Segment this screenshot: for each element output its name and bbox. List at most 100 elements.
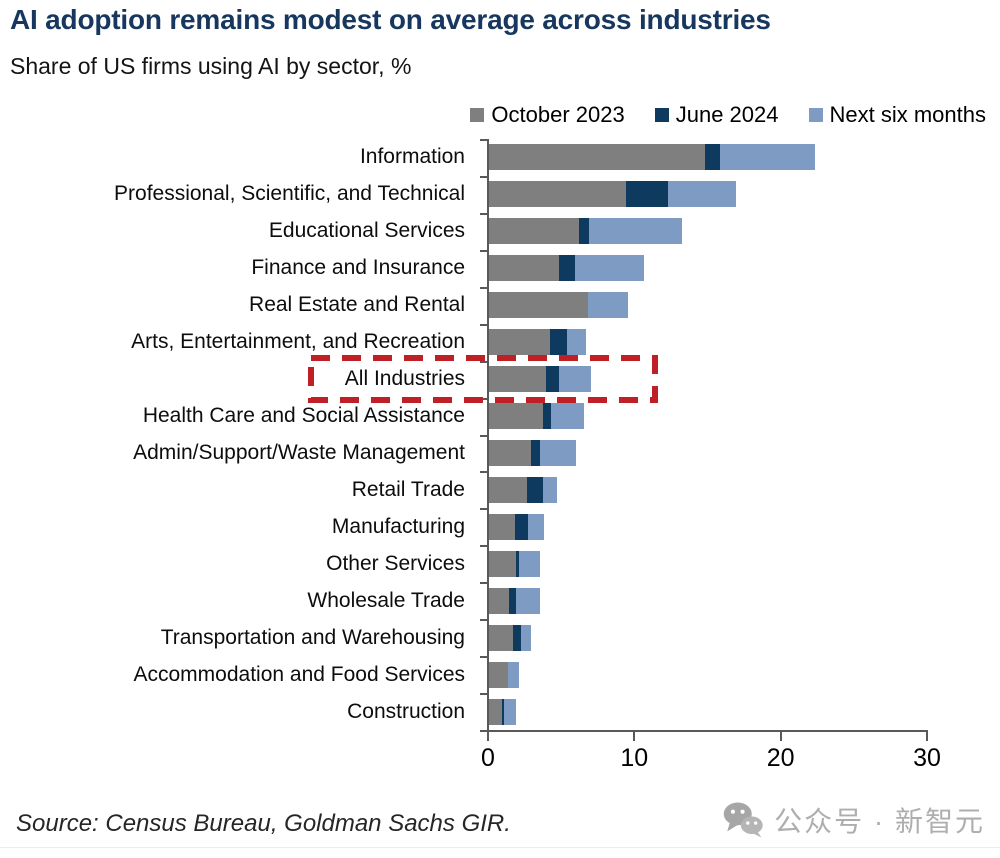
bar-segment-october-2023 xyxy=(487,403,543,430)
stacked-bar xyxy=(487,292,628,319)
stacked-bar xyxy=(487,550,540,577)
x-axis-tick xyxy=(633,730,636,741)
bar-segment-june-2024 xyxy=(513,624,521,651)
y-axis-tick xyxy=(480,656,487,659)
stacked-bar xyxy=(487,144,815,171)
watermark: 公众号 · 新智元 xyxy=(722,800,985,840)
bar-row: Finance and Insurance xyxy=(0,250,1000,287)
legend-swatch xyxy=(654,108,669,122)
bar-segment-october-2023 xyxy=(487,255,559,282)
bar-row: Professional, Scientific, and Technical xyxy=(0,176,1000,213)
category-label: Health Care and Social Assistance xyxy=(142,404,465,428)
stacked-bar xyxy=(487,403,584,430)
bar-segment-next-six-months xyxy=(539,439,577,466)
category-label: Manufacturing xyxy=(331,514,465,538)
x-axis-tick xyxy=(487,730,489,741)
bar-segment-october-2023 xyxy=(487,366,546,393)
y-axis-tick xyxy=(480,508,487,511)
bar-segment-october-2023 xyxy=(487,698,502,725)
bar-row: Wholesale Trade xyxy=(0,582,1000,619)
y-axis-tick xyxy=(480,545,487,548)
y-axis-tick xyxy=(480,139,487,141)
y-axis-tick xyxy=(480,360,487,363)
bar-segment-next-six-months xyxy=(668,181,736,208)
category-label: Arts, Entertainment, and Recreation xyxy=(131,330,465,354)
bar-row: Health Care and Social Assistance xyxy=(0,398,1000,435)
bar-segment-october-2023 xyxy=(487,476,527,503)
category-label: Real Estate and Rental xyxy=(249,293,465,317)
stacked-bar xyxy=(487,218,682,245)
bar-segment-june-2024 xyxy=(526,476,543,503)
bar-row: Information xyxy=(0,139,1000,176)
bar-segment-next-six-months xyxy=(589,218,682,245)
bar-row: Arts, Entertainment, and Recreation xyxy=(0,324,1000,361)
bar-segment-next-six-months xyxy=(507,661,520,688)
stacked-bar xyxy=(487,255,644,282)
category-label: Retail Trade xyxy=(351,477,465,501)
x-tick-label: 30 xyxy=(913,744,941,772)
y-axis-tick xyxy=(480,212,487,215)
stacked-bar xyxy=(487,513,545,540)
bar-segment-june-2024 xyxy=(579,218,590,245)
chart-subtitle: Share of US firms using AI by sector, % xyxy=(10,53,412,79)
bar-segment-october-2023 xyxy=(487,439,531,466)
bar-segment-october-2023 xyxy=(487,661,508,688)
stacked-bar xyxy=(487,476,558,503)
x-tick-label: 20 xyxy=(766,744,795,772)
bar-row: Accommodation and Food Services xyxy=(0,656,1000,693)
category-label: Accommodation and Food Services xyxy=(133,662,466,686)
x-axis-tick xyxy=(926,730,928,741)
bar-segment-october-2023 xyxy=(487,329,550,356)
bar-segment-june-2024 xyxy=(626,181,669,208)
bar-segment-june-2024 xyxy=(705,144,720,171)
stacked-bar xyxy=(487,329,587,356)
watermark-text: 公众号 · 新智元 xyxy=(774,806,985,837)
bar-segment-june-2024 xyxy=(549,329,568,356)
bar-segment-next-six-months xyxy=(520,624,531,651)
bar-segment-october-2023 xyxy=(487,624,514,651)
bar-row: Manufacturing xyxy=(0,508,1000,545)
bar-segment-next-six-months xyxy=(516,587,540,614)
bottom-divider xyxy=(0,847,1000,848)
y-axis-tick xyxy=(480,175,487,178)
bar-segment-next-six-months xyxy=(551,403,584,430)
category-label: Construction xyxy=(347,699,465,723)
stacked-bar xyxy=(487,587,540,614)
x-tick-label: 0 xyxy=(481,744,495,772)
bar-segment-october-2023 xyxy=(487,587,509,614)
bar-segment-next-six-months xyxy=(719,144,815,171)
bar-segment-june-2024 xyxy=(516,550,520,577)
legend-item: Next six months xyxy=(808,102,986,128)
bar-rows: Information Professional, Scientific, and… xyxy=(0,139,1000,730)
legend: October 2023 June 2024 Next six months xyxy=(470,102,986,128)
y-axis-tick xyxy=(480,323,487,326)
bar-row: Admin/Support/Waste Management xyxy=(0,435,1000,472)
bar-chart: Information Professional, Scientific, and… xyxy=(0,139,1000,799)
category-label: Information xyxy=(359,145,465,169)
legend-swatch xyxy=(808,108,823,122)
category-label: Educational Services xyxy=(268,219,465,243)
bar-segment-june-2024 xyxy=(508,587,517,614)
bar-segment-october-2023 xyxy=(487,292,588,319)
bar-segment-october-2023 xyxy=(487,181,626,208)
bar-segment-october-2023 xyxy=(487,513,515,540)
legend-item: June 2024 xyxy=(654,102,779,128)
bar-row: Other Services xyxy=(0,545,1000,582)
bar-row: Transportation and Warehousing xyxy=(0,619,1000,656)
bar-segment-june-2024 xyxy=(530,439,540,466)
bar-segment-june-2024 xyxy=(558,255,575,282)
y-axis-tick xyxy=(480,286,487,289)
stacked-bar xyxy=(487,366,591,393)
bar-segment-next-six-months xyxy=(558,366,591,393)
stacked-bar xyxy=(487,439,577,466)
y-axis-tick xyxy=(480,397,487,400)
bar-segment-next-six-months xyxy=(542,476,558,503)
bar-segment-next-six-months xyxy=(588,292,628,319)
category-label: Transportation and Warehousing xyxy=(160,625,465,649)
bar-row: Educational Services xyxy=(0,213,1000,250)
bar-segment-next-six-months xyxy=(527,513,545,540)
stacked-bar xyxy=(487,661,520,688)
category-label: Finance and Insurance xyxy=(251,256,465,280)
x-axis-tick xyxy=(779,730,782,741)
